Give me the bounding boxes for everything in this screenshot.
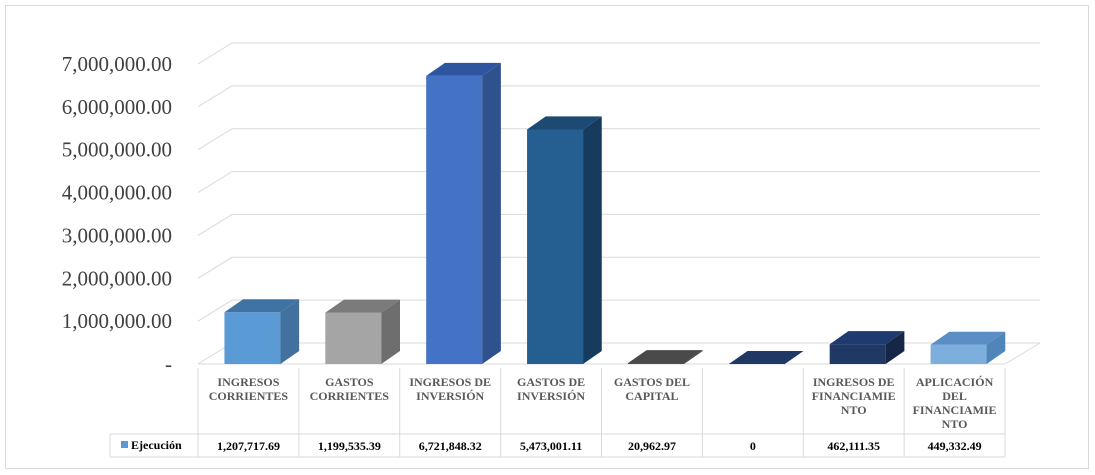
y-axis: - 1,000,000.00 2,000,000.00 3,000,000.00 4,0… [62, 52, 172, 376]
bar-side [381, 299, 401, 364]
bar-front [627, 363, 684, 364]
floor-edge [1004, 342, 1041, 365]
gridline [197, 128, 1040, 151]
bar [829, 331, 905, 364]
bar-front [527, 129, 584, 364]
category-label: INVERSIÓN [517, 389, 585, 403]
category-label: CAPITAL [625, 389, 678, 403]
category-label: CORRIENTES [310, 389, 390, 403]
category-label: INVERSIÓN [416, 389, 484, 403]
category-label: APLICACIÓN [916, 375, 994, 389]
y-tick-label: 1,000,000.00 [62, 309, 172, 333]
gridline [197, 299, 1040, 322]
y-tick-label: 3,000,000.00 [62, 223, 172, 247]
bar-top [426, 62, 501, 76]
bar [527, 116, 602, 364]
data-label: 0 [750, 439, 756, 453]
category-label: INGRESOS [217, 375, 279, 389]
y-tick-label: 6,000,000.00 [62, 95, 172, 119]
gridline [197, 42, 1040, 65]
y-tick-label: 5,000,000.00 [62, 138, 172, 162]
category-label: DEL [942, 389, 967, 403]
legend-label: Ejecución [131, 438, 182, 452]
bar-front [325, 312, 382, 364]
bar-top [728, 350, 804, 364]
data-label: 462,111.35 [827, 439, 880, 453]
bar-top [527, 116, 602, 130]
category-label: FINANCIAMIE [812, 389, 896, 403]
bar [325, 299, 401, 364]
gridline [197, 171, 1040, 193]
data-label: 20,962.97 [628, 439, 676, 453]
bar [930, 331, 1006, 364]
bar-side [280, 299, 300, 364]
gridline [197, 213, 1040, 236]
bar-front [930, 344, 987, 364]
data-label: 5,473,001.11 [520, 439, 582, 453]
category-label: GASTOS DE [517, 375, 585, 389]
category-label: INGRESOS DE [409, 375, 491, 389]
category-label: CORRIENTES [209, 389, 289, 403]
data-label: 6,721,848.32 [419, 439, 482, 453]
category-label: GASTOS [325, 375, 374, 389]
bar-front [426, 75, 483, 365]
bar-front [224, 312, 281, 364]
y-tick-label: - [165, 352, 172, 376]
gridline [197, 85, 1040, 108]
bar-side [482, 62, 501, 364]
bar [426, 62, 501, 365]
gridline [197, 256, 1040, 279]
bar [728, 350, 804, 364]
data-label: 449,332.49 [928, 439, 982, 453]
bar-top [627, 350, 703, 364]
bar [224, 299, 300, 364]
category-label: NTO [841, 403, 867, 417]
chart-frame [5, 5, 1089, 469]
legend-key [121, 441, 128, 448]
data-table: INGRESOSCORRIENTESGASTOSCORRIENTESINGRES… [109, 368, 1006, 458]
gridlines [197, 42, 1041, 365]
y-tick-label: 2,000,000.00 [62, 266, 172, 290]
bar-front [829, 344, 886, 364]
category-label: NTO [942, 417, 968, 431]
bar-top [829, 331, 905, 345]
bar-top [930, 331, 1006, 345]
bar [627, 350, 703, 364]
bar-side [986, 331, 1006, 364]
y-tick-label: 4,000,000.00 [62, 181, 172, 205]
data-label: 1,207,717.69 [217, 439, 280, 453]
bar-top [224, 299, 300, 313]
category-label: INGRESOS DE [813, 375, 895, 389]
gridline [197, 342, 1040, 365]
bars [224, 62, 1006, 365]
category-label: FINANCIAMIE [913, 403, 997, 417]
category-label: GASTOS DEL [614, 375, 690, 389]
bar-side [885, 331, 905, 364]
y-tick-label: 7,000,000.00 [62, 52, 172, 76]
data-label: 1,199,535.39 [318, 439, 381, 453]
bar-side [683, 350, 703, 364]
bar-top [325, 299, 401, 313]
bar-side [583, 116, 602, 364]
